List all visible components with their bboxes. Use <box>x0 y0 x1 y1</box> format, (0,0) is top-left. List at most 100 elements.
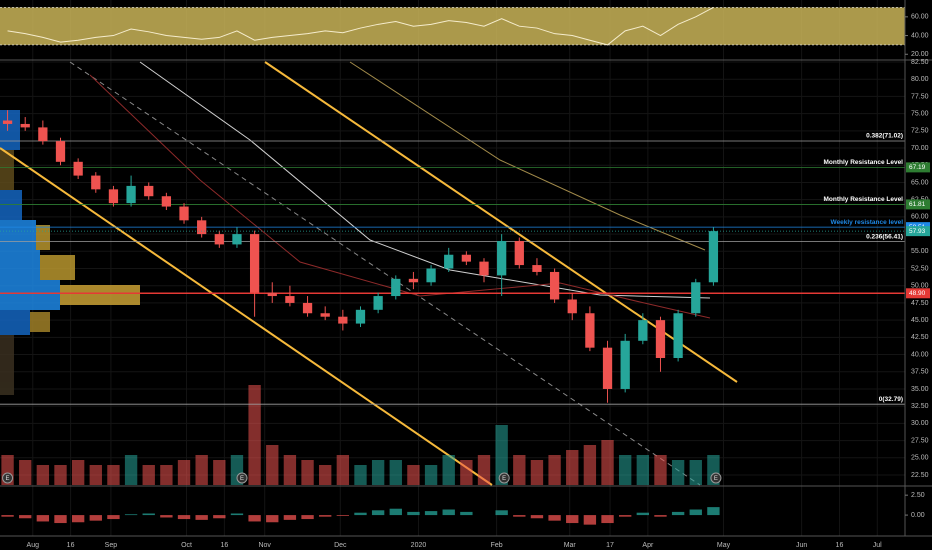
y-tick-label: 27.50 <box>911 437 929 444</box>
macd-bar <box>283 515 297 520</box>
volume-bar <box>371 460 385 485</box>
candle-body <box>373 296 383 310</box>
candle-body <box>638 320 648 341</box>
volume-bar <box>477 455 491 485</box>
volume-bar <box>513 455 526 485</box>
x-tick-label: Dec <box>334 542 347 549</box>
volume-profile <box>0 110 140 395</box>
volume-bar <box>213 460 226 485</box>
macd-bar <box>336 515 350 516</box>
x-tick-label: Sep <box>105 542 118 549</box>
macd-bar <box>160 515 173 518</box>
y-tick-label: 2.50 <box>911 492 925 499</box>
candle-body <box>691 282 701 314</box>
y-tick-label: 0.00 <box>911 512 925 519</box>
profile-bar <box>0 335 14 395</box>
volume-bar <box>301 460 314 485</box>
y-tick-label: 22.50 <box>911 472 929 479</box>
price-box <box>906 288 930 299</box>
volume-bar <box>442 455 455 485</box>
macd-bar <box>124 514 138 516</box>
macd-bar <box>407 511 420 516</box>
volume-bar <box>19 460 32 485</box>
x-tick-label: May <box>717 542 731 549</box>
candle-body <box>567 299 577 314</box>
y-tick-label: 32.50 <box>911 403 929 410</box>
candle-body <box>655 320 666 358</box>
macd-bar <box>424 511 438 516</box>
volume-bar <box>89 465 102 485</box>
x-tick-label: 17 <box>606 542 614 549</box>
macd-bar <box>566 515 579 524</box>
candle-body <box>126 185 136 204</box>
earnings-marker <box>498 472 510 484</box>
volume-bar <box>124 455 138 485</box>
earnings-marker <box>236 472 248 484</box>
profile-bar <box>40 255 75 280</box>
volume-bar <box>283 455 297 485</box>
volume-bar <box>495 425 508 485</box>
x-tick-label: Feb <box>491 542 503 549</box>
candle-body <box>408 278 419 283</box>
candle-body <box>444 254 454 269</box>
candle-body <box>20 123 30 128</box>
last-price-label: 57.93 <box>909 228 926 235</box>
candle-body <box>461 254 471 262</box>
moving-average <box>139 61 711 299</box>
macd-bar <box>142 513 155 516</box>
candle-body <box>38 127 48 142</box>
candle-body <box>144 185 154 197</box>
level-label: Monthly Resistance Level <box>824 159 904 166</box>
volume-bar <box>460 460 473 485</box>
volume-bar <box>530 460 544 485</box>
candle-body <box>232 234 242 245</box>
price-box <box>906 162 930 173</box>
y-tick-label: 70.00 <box>911 145 929 152</box>
macd-bar <box>19 515 32 519</box>
candle-body <box>585 313 595 348</box>
earnings-label: E <box>714 476 718 482</box>
volume-bar <box>107 465 120 485</box>
volume-bar <box>619 455 632 485</box>
volume-bar <box>354 465 367 485</box>
level-label: 0.236(56.41) <box>866 233 903 240</box>
y-tick-label: 60.00 <box>911 14 929 21</box>
macd-bar <box>54 515 67 524</box>
macd-bar <box>530 515 544 519</box>
y-tick-label: 25.00 <box>911 455 929 462</box>
profile-bar <box>0 110 20 150</box>
candle-body <box>2 120 13 124</box>
y-tick-label: 52.50 <box>911 265 929 272</box>
price-box <box>906 226 930 237</box>
macd-bar <box>1 515 14 517</box>
candle-body <box>391 278 401 297</box>
price-box-label: 67.19 <box>909 164 926 171</box>
macd-bar <box>371 510 385 516</box>
x-tick-label: Mar <box>564 542 577 549</box>
macd-bar <box>177 515 191 520</box>
candle-body <box>708 231 719 283</box>
candle-body <box>179 206 189 221</box>
earnings-label: E <box>502 476 506 482</box>
x-tick-label: Oct <box>181 542 192 549</box>
profile-bar <box>36 225 50 250</box>
trendline <box>69 61 701 486</box>
macd-bar <box>230 513 244 516</box>
macd-bar <box>495 510 508 516</box>
macd-bar <box>601 515 614 524</box>
macd-bar <box>389 508 402 516</box>
x-tick-label: Apr <box>642 542 654 549</box>
volume-bar <box>424 465 438 485</box>
macd-bar <box>689 509 702 516</box>
candle-body <box>620 340 630 389</box>
volume-bar <box>36 465 50 485</box>
y-tick-label: 75.00 <box>911 110 929 117</box>
macd-bar <box>107 515 120 520</box>
rsi-band <box>0 7 905 45</box>
earnings-label: E <box>6 476 10 482</box>
profile-bar <box>0 250 40 280</box>
macd-bar <box>248 515 261 522</box>
